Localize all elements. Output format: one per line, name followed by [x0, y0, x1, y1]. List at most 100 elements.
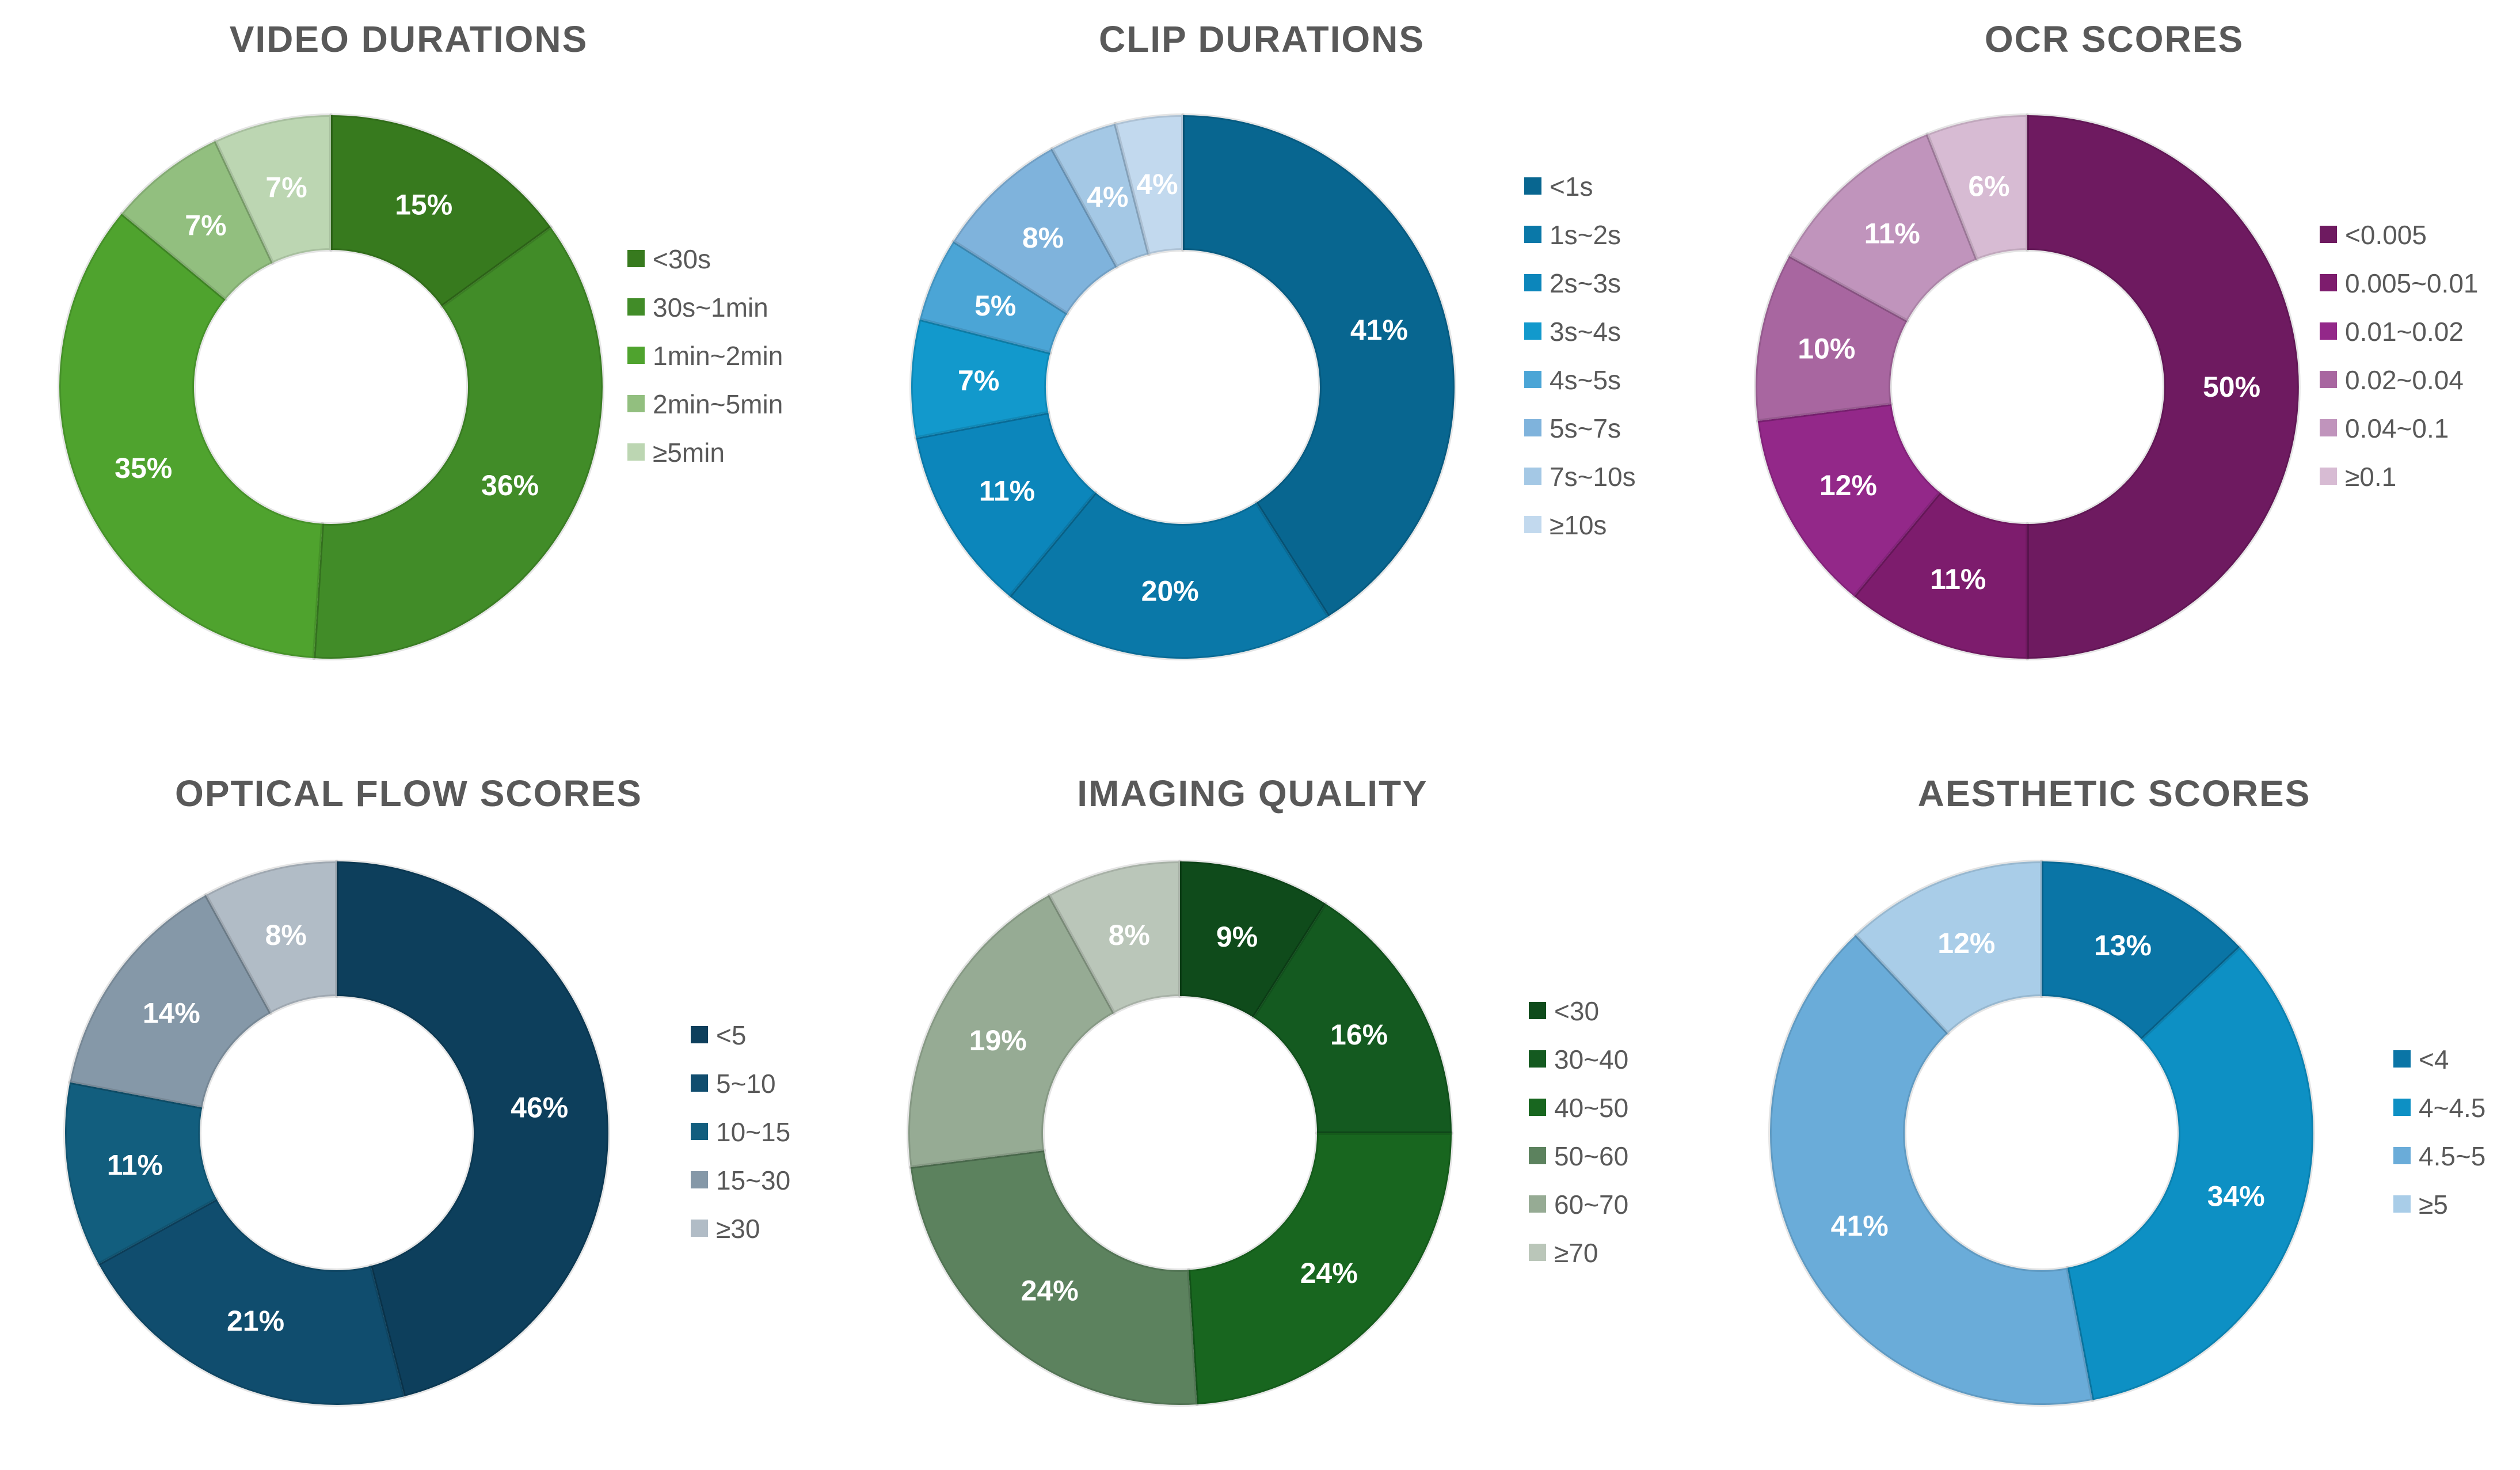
- slice-lt-30s: [329, 113, 553, 309]
- aesthetic-scores-chart: AESTHETIC SCORES 13% 34% 41% 12% <4 4~4.5 4.5~5…: [1768, 773, 2485, 1407]
- slice-40-to-50: [1186, 1131, 1453, 1407]
- legend-label: ≥10s: [1550, 510, 1607, 540]
- slice-label: 7%: [265, 172, 307, 204]
- slice-0-04-to-0-1: [1787, 132, 1979, 323]
- imaging-quality-chart: IMAGING QUALITY 9% 16% 24% 24% 19% 8% <30 30~40 4…: [907, 773, 1628, 1407]
- slice-5s-to-7s: [951, 147, 1119, 316]
- legend-swatch: [1524, 371, 1541, 388]
- slice-10-to-15: [63, 1080, 219, 1266]
- legend-label: <0.005: [2345, 220, 2427, 250]
- legend-swatch: [627, 347, 645, 364]
- slice-label: 50%: [2203, 371, 2260, 403]
- legend-label: <4: [2419, 1044, 2449, 1074]
- clip-durations-chart: CLIP DURATIONS 41% 20% 11% 7% 5% 8% 4% 4% <1s 1s~2…: [909, 18, 1636, 660]
- slice-label: 9%: [1216, 921, 1258, 953]
- slice-gte-5min: [214, 113, 333, 265]
- legend-swatch: [1524, 177, 1541, 195]
- legend-swatch: [691, 1074, 708, 1092]
- slice-lt-5: [335, 860, 610, 1399]
- slice-label: 14%: [143, 997, 200, 1029]
- legend-swatch: [1524, 419, 1541, 436]
- legend: <30 30~40 40~50 50~60 60~70 ≥70: [1529, 996, 1628, 1268]
- legend-label: 60~70: [1554, 1190, 1628, 1220]
- slice-4-5-to-5: [1768, 933, 2095, 1407]
- chart-title: VIDEO DURATIONS: [230, 18, 588, 60]
- slice-gte-30: [204, 860, 338, 1015]
- slice-label: 41%: [1350, 314, 1408, 346]
- slice-label: 34%: [2207, 1180, 2265, 1213]
- legend: <0.005 0.005~0.01 0.01~0.02 0.02~0.04 0.04~0…: [2320, 220, 2479, 492]
- legend-swatch: [627, 250, 645, 267]
- slice-50-to-60: [908, 1148, 1199, 1407]
- legend-label: 40~50: [1554, 1093, 1628, 1123]
- legend-label: 7s~10s: [1550, 462, 1636, 492]
- slice-label: 5%: [974, 290, 1016, 322]
- slice-label: 12%: [1819, 469, 1877, 502]
- video-durations-chart: VIDEO DURATIONS 15% 36% 35% 7% 7% <30s 30s~1min…: [58, 18, 783, 660]
- legend-label: 2s~3s: [1550, 268, 1621, 298]
- legend-label: 50~60: [1554, 1141, 1628, 1171]
- legend-swatch: [627, 443, 645, 461]
- legend-label: ≥5min: [653, 438, 725, 468]
- legend-swatch: [1529, 1195, 1546, 1213]
- legend-label: 3s~4s: [1550, 317, 1621, 347]
- legend-label: 30~40: [1554, 1044, 1628, 1074]
- legend-swatch: [627, 395, 645, 412]
- slice-label: 24%: [1300, 1257, 1358, 1289]
- legend-label: 0.02~0.04: [2345, 365, 2464, 395]
- slice-label: 7%: [185, 209, 226, 241]
- legend-swatch: [1529, 1050, 1546, 1068]
- legend-label: 0.005~0.01: [2345, 268, 2479, 298]
- slice-0-005-to-0-01: [1852, 491, 2029, 660]
- legend-swatch: [1529, 1002, 1546, 1019]
- slice-lt-1s: [1181, 113, 1456, 618]
- legend-label: ≥0.1: [2345, 462, 2396, 492]
- slice-label: 16%: [1330, 1019, 1388, 1051]
- slice-4s-to-5s: [918, 240, 1069, 355]
- legend: <1s 1s~2s 2s~3s 3s~4s 4s~5s 5s~7s 7s~10s ≥10s: [1524, 172, 1636, 540]
- legend-swatch: [2393, 1147, 2411, 1164]
- chart-title: OPTICAL FLOW SCORES: [175, 773, 642, 814]
- slice-label: 35%: [115, 452, 172, 484]
- legend-label: <30: [1554, 996, 1599, 1026]
- legend-label: 10~15: [716, 1117, 790, 1147]
- slice-label: 11%: [1864, 218, 1920, 250]
- slice-label: 11%: [1930, 563, 1986, 595]
- legend-label: 4~4.5: [2419, 1093, 2485, 1123]
- legend: <30s 30s~1min 1min~2min 2min~5min ≥5min: [627, 244, 783, 468]
- slice-lt-0-005: [2026, 113, 2301, 660]
- legend-swatch: [1524, 322, 1541, 340]
- legend-label: ≥5: [2419, 1190, 2448, 1220]
- slice-label: 11%: [979, 475, 1035, 507]
- slice-1min-to-2min: [58, 212, 325, 660]
- legend-label: 2min~5min: [653, 389, 783, 419]
- legend-label: 1s~2s: [1550, 220, 1621, 250]
- legend-swatch: [1529, 1244, 1546, 1261]
- legend-swatch: [2393, 1195, 2411, 1213]
- slice-2min-to-5min: [120, 139, 275, 302]
- slice-4-to-4-5: [2065, 945, 2315, 1402]
- legend-swatch: [627, 298, 645, 316]
- legend-label: 15~30: [716, 1165, 790, 1195]
- slice-label: 8%: [265, 919, 307, 951]
- legend-label: 4s~5s: [1550, 365, 1621, 395]
- chart-title: OCR SCORES: [1985, 18, 2244, 60]
- slice-15-to-30: [68, 893, 273, 1110]
- slice-gte-5: [1853, 860, 2043, 1035]
- legend-label: 30s~1min: [653, 293, 768, 322]
- legend-label: ≥30: [716, 1214, 760, 1244]
- slice-label: 11%: [107, 1149, 163, 1182]
- legend-label: 5~10: [716, 1069, 776, 1099]
- slice-5-to-10: [97, 1197, 406, 1407]
- chart-title: CLIP DURATIONS: [1099, 18, 1425, 60]
- legend-swatch: [2320, 419, 2337, 436]
- slice-label: 8%: [1022, 222, 1064, 254]
- legend-label: 4.5~5: [2419, 1141, 2485, 1171]
- chart-title: IMAGING QUALITY: [1077, 773, 1428, 814]
- slice-lt-30: [1178, 860, 1327, 1020]
- legend-swatch: [2320, 322, 2337, 340]
- legend-swatch: [1529, 1099, 1546, 1116]
- ocr-scores-chart: OCR SCORES 50% 11% 12% 10% 11% 6% <0.005 0.005~0…: [1754, 18, 2479, 660]
- slice-label: 21%: [227, 1305, 284, 1337]
